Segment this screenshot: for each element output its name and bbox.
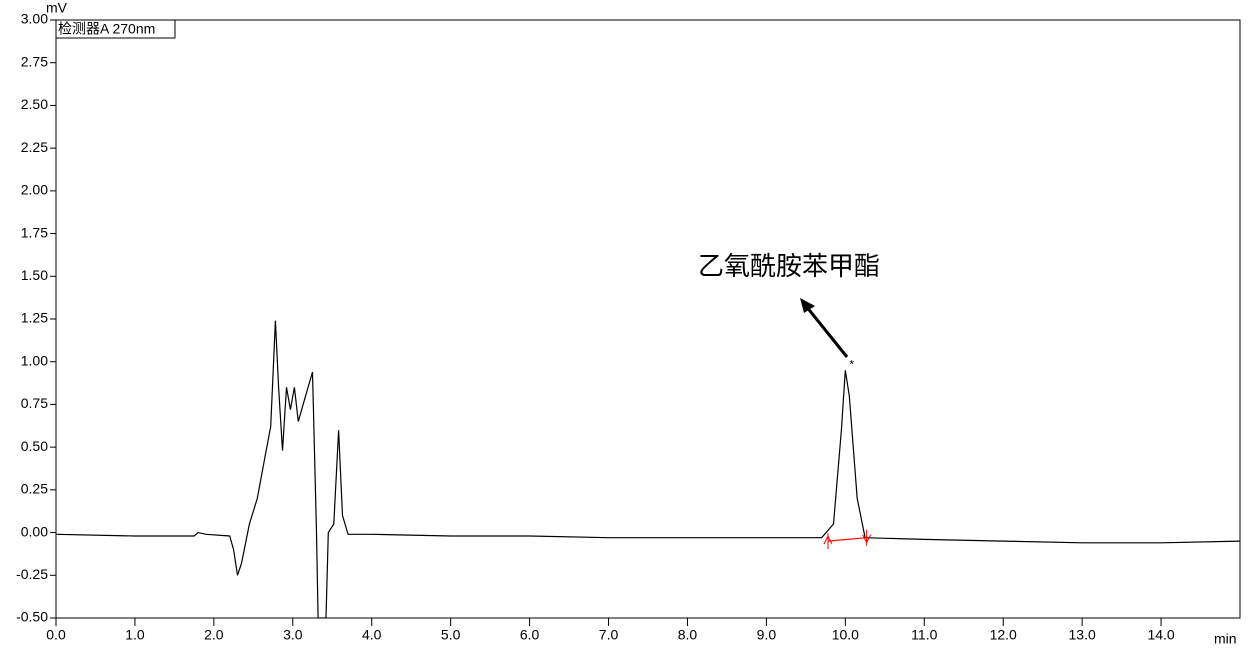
y-tick-label: 0.75 (21, 395, 48, 411)
y-unit: mV (46, 0, 68, 16)
x-tick-label: 8.0 (678, 627, 698, 643)
y-tick-label: 0.50 (21, 438, 48, 454)
peak-label: * (849, 357, 854, 371)
x-tick-label: 6.0 (520, 627, 540, 643)
y-tick-label: 0.25 (21, 481, 48, 497)
x-tick-label: 12.0 (990, 627, 1017, 643)
y-tick-label: 0.00 (21, 523, 48, 539)
trace (56, 320, 1240, 618)
y-tick-label: 2.00 (21, 182, 48, 198)
x-tick-label: 5.0 (441, 627, 461, 643)
x-tick-label: 11.0 (911, 627, 937, 643)
x-unit: min (1214, 631, 1237, 647)
annotation-arrow (804, 305, 849, 358)
x-tick-label: 1.0 (125, 627, 145, 643)
y-tick-label: -0.50 (16, 609, 48, 625)
x-tick-label: 9.0 (757, 627, 777, 643)
y-tick-label: 2.25 (21, 139, 48, 155)
legend-label: 检测器A 270nm (58, 21, 155, 37)
x-tick-label: 7.0 (599, 627, 619, 643)
x-tick-label: 0.0 (46, 627, 66, 643)
integration-baseline (827, 537, 867, 542)
plot-frame (55, 19, 1241, 619)
y-tick-label: 3.00 (21, 11, 48, 27)
y-tick-label: 2.75 (21, 53, 48, 69)
annotation: 乙氧酰胺苯甲酯 (698, 252, 880, 282)
baseline-endpoint (862, 529, 872, 546)
annotation-arrowhead (800, 298, 815, 313)
x-tick-label: 4.0 (362, 627, 382, 643)
y-tick-label: 1.50 (21, 267, 48, 283)
x-tick-label: 10.0 (832, 627, 859, 643)
y-tick-label: 2.50 (21, 96, 48, 112)
x-tick-label: 2.0 (204, 627, 224, 643)
x-tick-label: 13.0 (1069, 627, 1096, 643)
y-tick-label: 1.25 (21, 310, 48, 326)
baseline-endpoint (823, 533, 833, 550)
plot-area (56, 320, 1240, 618)
y-tick-label: -0.25 (16, 566, 48, 582)
x-tick-label: 3.0 (283, 627, 303, 643)
y-tick-label: 1.00 (21, 352, 48, 368)
y-tick-label: 1.75 (21, 224, 48, 240)
legend-box (55, 19, 176, 39)
x-tick-label: 14.0 (1147, 627, 1174, 643)
